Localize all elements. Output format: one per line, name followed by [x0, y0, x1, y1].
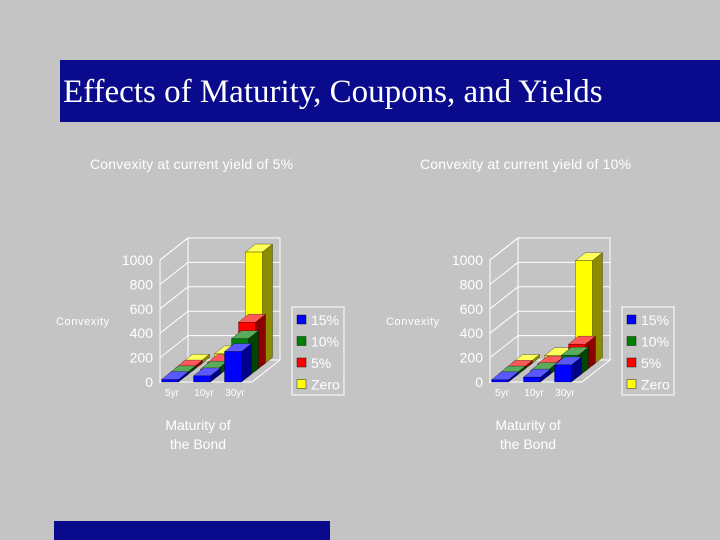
legend-item: 15%	[296, 312, 339, 328]
y-axis-label: Convexity	[56, 316, 110, 328]
bar-15pct-10yr	[523, 368, 551, 383]
y-tick-label: 1000	[122, 252, 153, 268]
legend-item: 5%	[296, 355, 331, 371]
x-tick-label: 30yr	[555, 388, 575, 399]
title-bar: Effects of Maturity, Coupons, and Yields	[60, 60, 720, 122]
legend-item: 5%	[626, 355, 661, 371]
convexity-chart-5pct: Convexity at current yield of 5% 0 200 400 6…	[56, 156, 345, 452]
y-tick-label: 800	[460, 276, 484, 292]
left-wall	[489, 236, 519, 384]
legend: 15% 10% 5% Zero	[621, 306, 675, 396]
gridline	[489, 237, 610, 261]
y-tick-label: 400	[130, 325, 154, 341]
y-tick-label: 400	[460, 325, 484, 341]
x-tick-label: 10yr	[194, 388, 214, 399]
x-tick-label: 30yr	[225, 388, 245, 399]
x-tick-label: 10yr	[524, 388, 544, 399]
x-axis-label: Maturity of the Bond	[165, 417, 230, 452]
bar-15pct-5yr	[161, 371, 189, 383]
convexity-chart-10pct: Convexity at current yield of 10% 0 200 400…	[386, 156, 675, 452]
svg-text:10%: 10%	[311, 334, 339, 350]
legend-item: 15%	[626, 312, 669, 328]
svg-text:5%: 5%	[311, 355, 331, 371]
bar-15pct-30yr	[224, 343, 252, 383]
y-tick-label: 0	[145, 374, 153, 390]
legend-item: Zero	[296, 377, 340, 393]
slide-title: Effects of Maturity, Coupons, and Yields	[63, 74, 603, 110]
gridline	[159, 237, 280, 261]
chart-title: Convexity at current yield of 10%	[420, 156, 631, 172]
svg-text:15%: 15%	[641, 312, 669, 328]
bar-15pct-10yr	[193, 367, 221, 383]
legend-item: Zero	[626, 377, 670, 393]
svg-text:Zero: Zero	[311, 377, 340, 393]
chart-title: Convexity at current yield of 5%	[90, 156, 293, 172]
legend: 15% 10% 5% Zero	[291, 306, 345, 396]
y-tick-label: 800	[130, 276, 154, 292]
y-tick-label: 200	[460, 350, 484, 366]
bar-15pct-5yr	[491, 371, 519, 383]
y-tick-label: 600	[460, 301, 484, 317]
y-tick-label: 600	[130, 301, 154, 317]
svg-text:15%: 15%	[311, 312, 339, 328]
legend-item: 10%	[296, 334, 339, 350]
bar-15pct-30yr	[554, 356, 582, 383]
svg-text:10%: 10%	[641, 334, 669, 350]
left-wall	[159, 236, 189, 384]
bottom-bar	[54, 521, 330, 540]
y-tick-label: 0	[475, 374, 483, 390]
legend-item: 10%	[626, 334, 669, 350]
x-tick-label: 5yr	[165, 388, 180, 399]
svg-text:Zero: Zero	[641, 377, 670, 393]
y-axis-label: Convexity	[386, 316, 440, 328]
x-axis-label: Maturity of the Bond	[495, 417, 560, 452]
x-tick-label: 5yr	[495, 388, 510, 399]
y-tick-label: 200	[130, 350, 154, 366]
svg-text:5%: 5%	[641, 355, 661, 371]
y-tick-label: 1000	[452, 252, 483, 268]
